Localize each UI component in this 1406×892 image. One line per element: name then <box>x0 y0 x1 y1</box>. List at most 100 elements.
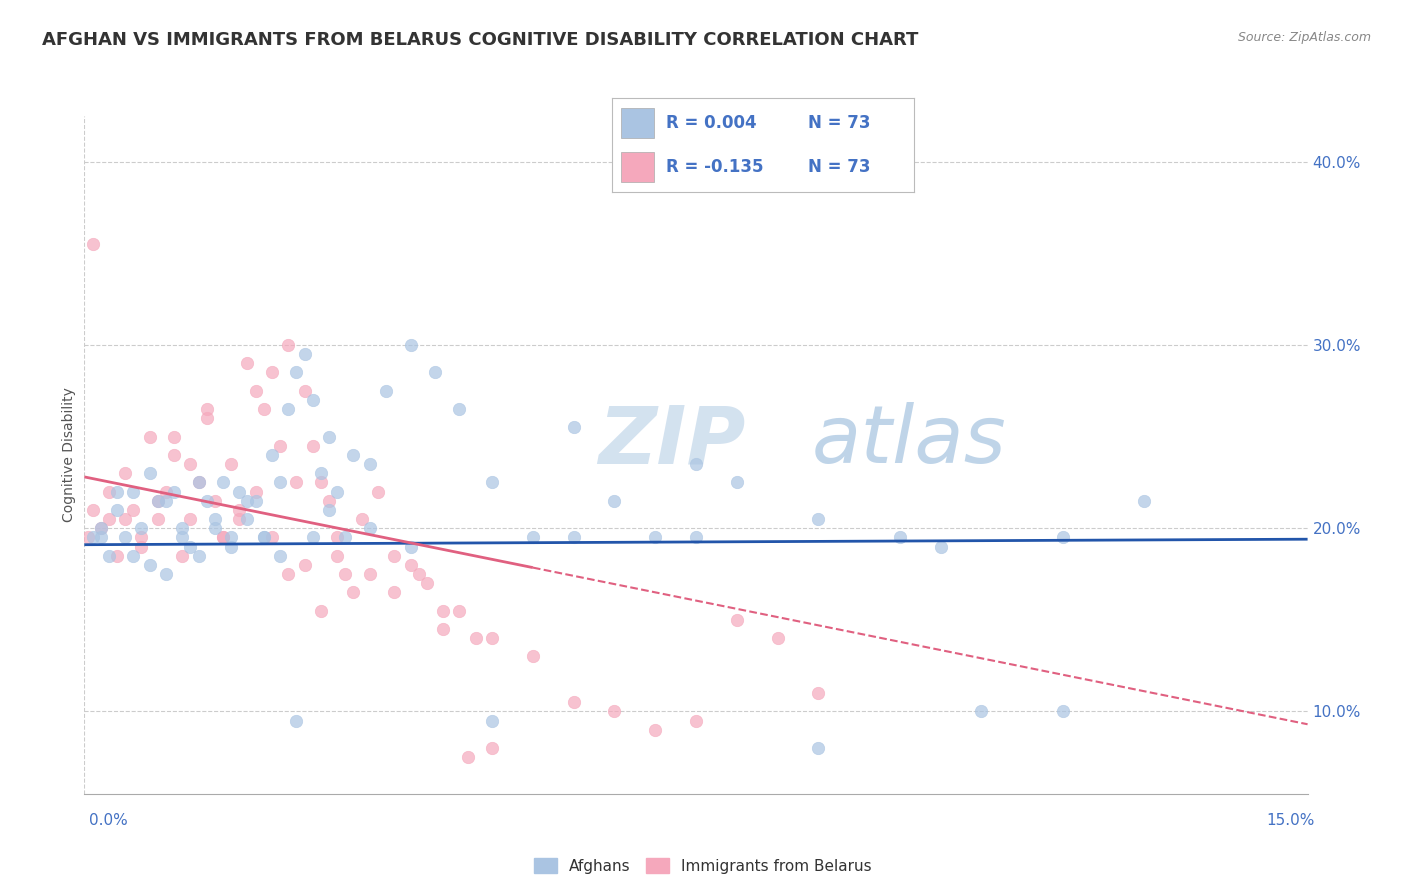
Point <box>562 420 585 434</box>
Point <box>236 493 259 508</box>
Text: ZIP: ZIP <box>598 402 745 481</box>
Point <box>105 503 128 517</box>
Point <box>309 467 332 481</box>
Point <box>253 530 276 544</box>
Point <box>350 512 373 526</box>
Point <box>187 475 209 490</box>
Point <box>685 530 707 544</box>
Point <box>77 530 100 544</box>
Point <box>155 493 177 508</box>
Point <box>138 429 160 443</box>
Text: 0.0%: 0.0% <box>89 814 128 828</box>
Point <box>970 705 993 719</box>
Point <box>122 549 145 563</box>
Point <box>889 530 911 544</box>
Point <box>277 567 299 582</box>
Point <box>399 558 422 572</box>
Point <box>481 714 503 728</box>
Point <box>432 622 454 636</box>
Point <box>82 503 104 517</box>
Point <box>146 493 169 508</box>
Point <box>603 493 626 508</box>
Y-axis label: Cognitive Disability: Cognitive Disability <box>62 387 76 523</box>
Point <box>277 338 299 352</box>
Point <box>172 521 194 535</box>
Point <box>382 585 405 599</box>
Point <box>326 549 349 563</box>
Point <box>253 402 276 417</box>
Point <box>204 512 226 526</box>
Point <box>285 475 308 490</box>
Point <box>163 429 186 443</box>
Text: N = 73: N = 73 <box>808 159 870 177</box>
Point <box>685 457 707 471</box>
Point <box>269 475 291 490</box>
Point <box>644 530 666 544</box>
Point <box>359 521 381 535</box>
Point <box>522 649 544 664</box>
Point <box>318 493 340 508</box>
Point <box>301 392 323 407</box>
Text: R = -0.135: R = -0.135 <box>666 159 763 177</box>
Point <box>309 475 332 490</box>
Point <box>326 484 349 499</box>
Point <box>382 549 405 563</box>
Point <box>294 384 316 398</box>
Point <box>212 530 235 544</box>
Text: Source: ZipAtlas.com: Source: ZipAtlas.com <box>1237 31 1371 45</box>
Point <box>644 723 666 737</box>
Point <box>236 512 259 526</box>
Point <box>807 686 830 700</box>
Point <box>260 448 283 462</box>
Point <box>97 549 120 563</box>
Point <box>522 530 544 544</box>
Point <box>929 540 952 554</box>
Point <box>318 503 340 517</box>
Point <box>195 402 218 417</box>
Point <box>146 512 169 526</box>
Point <box>399 540 422 554</box>
Point <box>481 475 503 490</box>
Point <box>766 631 789 645</box>
Point <box>187 475 209 490</box>
Point <box>204 521 226 535</box>
Point <box>114 512 136 526</box>
Point <box>423 366 446 380</box>
Point <box>342 585 364 599</box>
Point <box>219 530 242 544</box>
Point <box>342 448 364 462</box>
Point <box>187 549 209 563</box>
Point <box>285 714 308 728</box>
Point <box>228 484 250 499</box>
Point <box>309 604 332 618</box>
Point <box>269 549 291 563</box>
Point <box>416 576 439 591</box>
Point <box>464 631 486 645</box>
Point <box>105 549 128 563</box>
Point <box>155 484 177 499</box>
Point <box>114 467 136 481</box>
Point <box>179 457 201 471</box>
Point <box>1052 530 1074 544</box>
Point <box>807 512 830 526</box>
Point <box>97 484 120 499</box>
Point <box>359 457 381 471</box>
Point <box>195 411 218 425</box>
Point <box>408 567 430 582</box>
Point <box>122 484 145 499</box>
Point <box>367 484 389 499</box>
Point <box>131 530 153 544</box>
Point <box>212 530 235 544</box>
Point <box>285 366 308 380</box>
Point <box>449 604 471 618</box>
Point <box>219 540 242 554</box>
Point <box>260 366 283 380</box>
Point <box>294 558 316 572</box>
Point <box>195 493 218 508</box>
Point <box>131 521 153 535</box>
Point <box>301 530 323 544</box>
Point <box>260 530 283 544</box>
Point <box>172 549 194 563</box>
Point <box>90 521 112 535</box>
Point <box>236 356 259 370</box>
